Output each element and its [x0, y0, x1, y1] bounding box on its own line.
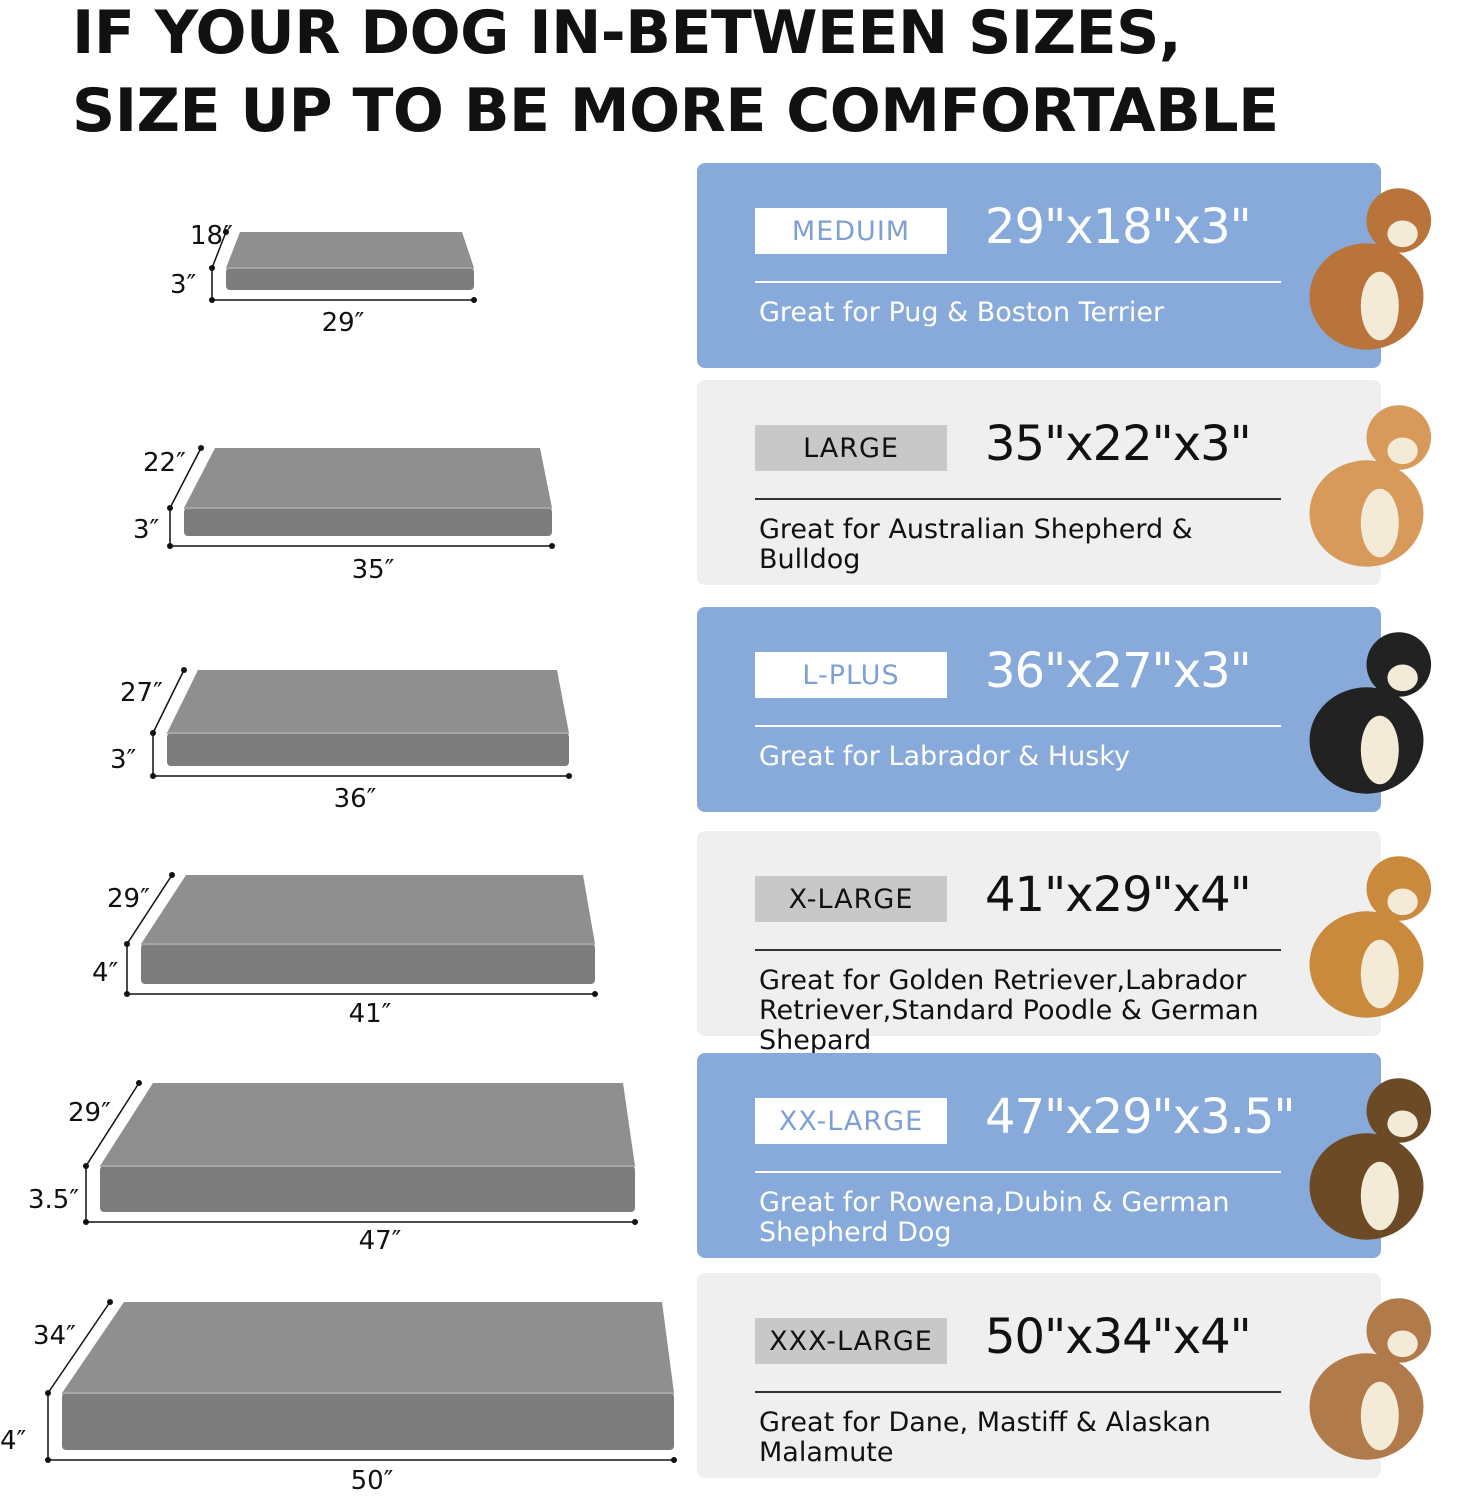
bed-diagram: 34″ 4″ 50″: [0, 1299, 677, 1496]
bed-height-label: 3″: [170, 270, 197, 300]
size-description: Great for Rowena,Dubin & German Shepherd…: [759, 1187, 1230, 1248]
size-badge: XX-LARGE: [755, 1098, 947, 1144]
bed-side: [226, 268, 474, 290]
german-shepherd-icon: [1309, 1078, 1432, 1240]
bed-width-label: 50″: [351, 1466, 394, 1496]
bed-height-label: 3″: [110, 745, 137, 775]
bed-width-label: 47″: [359, 1226, 402, 1256]
headline: IF YOUR DOG IN-BETWEEN SIZES, SIZE UP TO…: [72, 0, 1279, 150]
bed-diagram: 29″ 3.5″ 47″: [28, 1080, 638, 1256]
bed-side: [184, 508, 552, 536]
size-dimensions: 35"x22"x3": [985, 416, 1252, 472]
bed-top: [141, 875, 595, 944]
divider: [755, 281, 1281, 283]
headline-line-1: IF YOUR DOG IN-BETWEEN SIZES,: [72, 0, 1182, 68]
bed-top: [62, 1302, 674, 1393]
depth-line: [85, 1082, 140, 1167]
size-card-large: LARGE 35"x22"x3" Great for Australian Sh…: [697, 380, 1432, 585]
size-description: Great for Pug & Boston Terrier: [759, 297, 1165, 328]
size-dimensions: 29"x18"x3": [985, 199, 1252, 255]
bed-depth-label: 29″: [68, 1098, 111, 1128]
border-collie-icon: [1309, 632, 1432, 794]
bed-depth-label: 34″: [33, 1321, 76, 1351]
bed-depth-label: 29″: [107, 884, 150, 914]
bed-side: [141, 944, 595, 984]
depth-line: [169, 447, 202, 509]
divider: [755, 498, 1281, 500]
bed-top: [226, 232, 474, 268]
bulldog-icon: [1309, 188, 1432, 350]
bed-height-label: 4″: [0, 1426, 27, 1456]
bed-top: [100, 1083, 635, 1166]
bed-width-label: 29″: [322, 308, 365, 338]
size-card-xxx-large: XXX-LARGE 50"x34"x4" Great for Dane, Mas…: [697, 1273, 1432, 1478]
size-card-x-large: X-LARGE 41"x29"x4" Great for Golden Retr…: [697, 831, 1432, 1056]
size-badge: XXX-LARGE: [755, 1318, 947, 1364]
depth-line: [126, 874, 173, 945]
bed-diagram: 22″ 3″ 35″: [133, 445, 555, 585]
bed-depth-label: 22″: [143, 448, 186, 478]
bed-side: [167, 733, 569, 766]
bed-depth-label: 18″: [190, 221, 233, 251]
size-card-l-plus: L-PLUS 36"x27"x3" Great for Labrador & H…: [697, 607, 1432, 812]
bed-top: [167, 670, 569, 733]
size-dimensions: 41"x29"x4": [985, 867, 1252, 923]
headline-line-2: SIZE UP TO BE MORE COMFORTABLE: [72, 76, 1279, 146]
bed-width-label: 35″: [352, 555, 395, 585]
bed-height-label: 4″: [92, 958, 119, 988]
size-badge: LARGE: [755, 425, 947, 471]
depth-line: [211, 231, 227, 269]
size-card-meduim: MEDUIM 29"x18"x3" Great for Pug & Boston…: [697, 163, 1432, 368]
bed-height-label: 3″: [133, 515, 160, 545]
size-badge: MEDUIM: [755, 208, 947, 254]
bed-width-label: 41″: [349, 999, 392, 1029]
size-description: Great for Dane, Mastiff & Alaskan Malamu…: [759, 1407, 1211, 1468]
bed-width-label: 36″: [334, 784, 377, 814]
divider: [755, 725, 1281, 727]
bed-diagram: 29″ 4″ 41″: [92, 872, 598, 1029]
size-dimensions: 47"x29"x3.5": [985, 1089, 1296, 1145]
depth-line: [47, 1301, 111, 1394]
size-card-xx-large: XX-LARGE 47"x29"x3.5" Great for Rowena,D…: [697, 1053, 1432, 1258]
mastiff-icon: [1309, 1298, 1432, 1460]
size-description: Great for Labrador & Husky: [759, 741, 1130, 772]
bed-height-label: 3.5″: [28, 1185, 79, 1215]
bed-side: [62, 1393, 674, 1450]
bed-diagrams: 18″ 3″ 29″ 22″ 3″ 35″ 27″ 3″ 36″ 29″ 4″ 41″ 29″ 3.5″ 4…: [0, 221, 677, 1496]
divider: [755, 1391, 1281, 1393]
size-badge: L-PLUS: [755, 652, 947, 698]
divider: [755, 1171, 1281, 1173]
size-dimensions: 50"x34"x4": [985, 1309, 1252, 1365]
bed-depth-label: 27″: [120, 678, 163, 708]
divider: [755, 949, 1281, 951]
depth-line: [152, 669, 185, 734]
size-badge: X-LARGE: [755, 876, 947, 922]
bed-diagram: 27″ 3″ 36″: [110, 667, 572, 814]
bed-side: [100, 1166, 635, 1212]
size-dimensions: 36"x27"x3": [985, 643, 1252, 699]
bed-diagram: 18″ 3″ 29″: [170, 221, 477, 338]
shiba-icon: [1309, 405, 1432, 567]
size-description: Great for Australian Shepherd & Bulldog: [759, 514, 1193, 575]
size-description: Great for Golden Retriever,Labrador Retr…: [759, 965, 1259, 1056]
golden-retriever-icon: [1309, 856, 1432, 1018]
bed-top: [184, 448, 552, 508]
